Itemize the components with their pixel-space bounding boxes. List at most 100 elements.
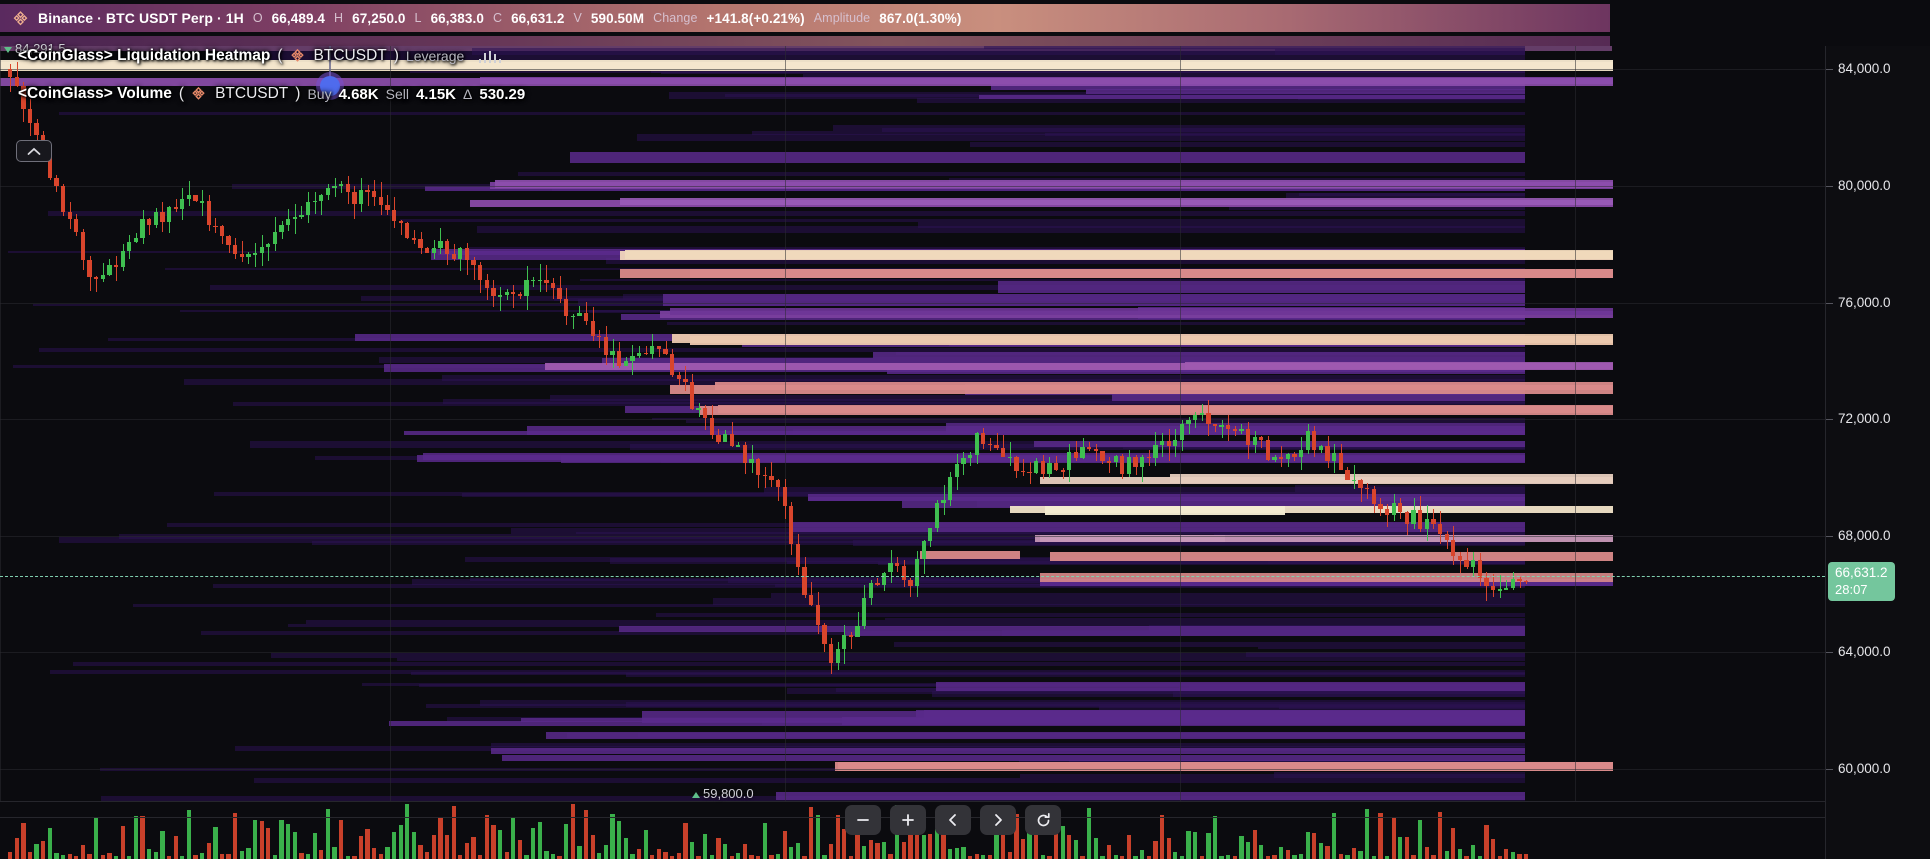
volume-bar [828,843,834,859]
candle-wick [1201,403,1203,421]
volume-bar [530,828,536,859]
candle-wick [1281,446,1283,467]
price-axis-tick: 76,000.0 [1838,294,1891,310]
volume-bar [1212,815,1218,859]
current-price-line [0,575,1825,577]
candle-wick [96,276,98,292]
candle-body [722,434,728,443]
liquidation-band [1040,573,1613,583]
candle-body [1457,556,1463,560]
liquidation-band [443,398,1525,404]
ticker-title: Binance · BTC USDT Perp · 1H [38,10,244,26]
liquidation-band [253,778,1525,783]
candle-body [1166,440,1171,447]
liquidation-band [602,357,1525,366]
candle-body [312,200,317,203]
candle-wick [1387,504,1389,528]
candle-body [1378,503,1383,510]
candle-wick [321,194,323,215]
liquidation-band [637,134,1525,142]
liquidation-band [546,732,1525,740]
crosshair-marker-dot[interactable] [320,76,340,96]
candle-body [438,241,443,249]
zoom-out-button[interactable] [845,805,881,835]
candle-body [762,474,767,477]
candle-body [458,248,463,260]
volume-bar [34,844,39,859]
volume-bar [425,852,430,859]
volume-bar [1391,816,1396,859]
legend-liquidation-heatmap[interactable]: <CoinGlass> Liquidation Heatmap ( BTCUSD… [18,47,502,65]
candle-body [782,487,787,507]
liquidation-band [620,198,1613,206]
candle-body [233,244,238,254]
zoom-in-button[interactable] [890,805,926,835]
chart-toolbar[interactable] [845,805,1061,835]
candle-body [775,480,781,488]
liquidation-band [580,278,1525,281]
liquidation-band [59,111,1525,115]
candle-body [1384,509,1390,515]
liquidation-band [1229,207,1525,211]
ticker-volume-value: 590.50M [590,10,645,26]
volume-bar [147,848,152,859]
candle-body [1020,470,1026,473]
candle-body [94,277,99,280]
volume-bar [464,843,470,859]
candle-body [21,86,26,109]
candle-body [1001,448,1006,457]
candle-body [484,280,489,289]
candle-wick [850,632,852,649]
candle-body [875,583,880,586]
volume-bar [1067,834,1072,859]
collapse-panel-button[interactable] [16,140,52,162]
volume-bar [544,851,549,859]
candle-body [444,241,450,254]
ticker-low-value: 66,383.0 [430,10,484,26]
candle-body [398,221,403,223]
candle-body [1093,448,1098,451]
volume-bar [623,837,628,859]
legend-volume[interactable]: <CoinGlass> Volume ( BTCUSDT ) Buy 4.68K… [18,85,525,103]
volume-bar [676,852,681,859]
scroll-left-button[interactable] [935,805,971,835]
candle-body [325,187,331,195]
reset-button[interactable] [1025,805,1061,835]
volume-bar [431,834,436,859]
liquidation-band [776,791,1525,801]
volume-bar [703,834,708,859]
volume-bar [87,854,92,859]
volume-bar [789,846,794,859]
candle-wick [500,287,502,311]
chart-pane[interactable] [0,46,1825,801]
volume-bar [1259,845,1264,859]
current-price-tag[interactable]: 66,631.2 28:07 [1828,561,1895,601]
candle-body [603,336,609,355]
candle-body [842,635,847,650]
candle-wick [16,62,18,88]
volume-bar [1484,824,1489,859]
candle-body [193,195,198,202]
candle-wick [1506,579,1508,591]
volume-bar [729,855,734,859]
leverage-bars-icon[interactable] [479,50,502,63]
candle-wick [764,466,766,489]
liquidation-band [1019,759,1525,763]
candle-wick [1142,455,1144,483]
candle-body [888,562,893,573]
candle-wick [1109,457,1111,474]
volume-bar [41,841,46,859]
price-axis[interactable]: 84,000.0 80,000.0 76,000.0 72,000.0 68,000.0… [1825,46,1930,859]
volume-bar [1080,855,1085,859]
volume-bar [1232,855,1237,859]
candle-body [537,279,542,282]
liquidation-band [712,598,1525,605]
candle-body [802,567,807,596]
candle-wick [1261,436,1263,448]
candle-body [491,288,496,297]
volume-bar [1001,813,1006,859]
liquidation-band [618,625,1525,633]
volume-bar [1477,856,1482,859]
volume-bar [537,822,542,859]
scroll-right-button[interactable] [980,805,1016,835]
